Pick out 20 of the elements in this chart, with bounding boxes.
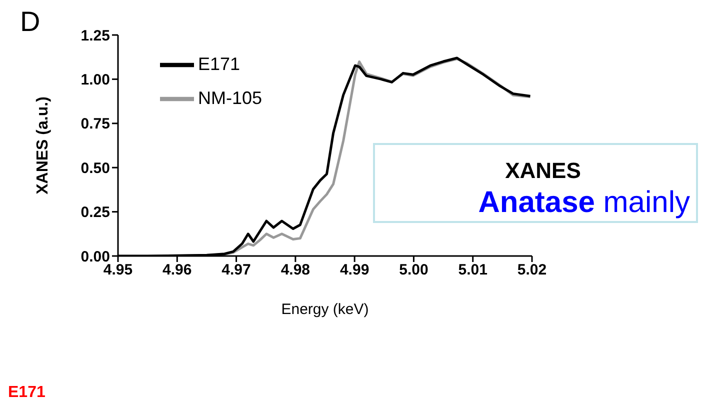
x-tick-label: 4.97 [222, 262, 251, 279]
text: E171 [8, 384, 46, 402]
x-tick-label: 4.96 [162, 262, 192, 279]
legend-label: E171 [198, 54, 240, 74]
x-tick-label: 5.02 [517, 262, 547, 279]
y-axis-title: XANES (a.u.) [34, 96, 52, 194]
y-tick-label: 0.25 [80, 204, 110, 222]
x-axis-title: Energy (keV) [281, 301, 369, 318]
y-tick-label: 1.25 [80, 27, 110, 44]
legend-label: NM-105 [198, 88, 262, 108]
x-tick-label: 4.99 [340, 262, 370, 279]
x-tick-label: 5.00 [399, 262, 428, 279]
annotation: XANES [504, 158, 582, 184]
y-tick-label: 0.50 [80, 160, 110, 177]
annotation: Anatase mainly [477, 186, 691, 220]
x-tick-label: 5.01 [458, 262, 488, 279]
y-tick-label: 0.75 [80, 116, 110, 133]
text: D [20, 6, 40, 38]
x-tick-label: 4.98 [280, 262, 310, 279]
y-tick-label: 1.00 [80, 72, 110, 89]
